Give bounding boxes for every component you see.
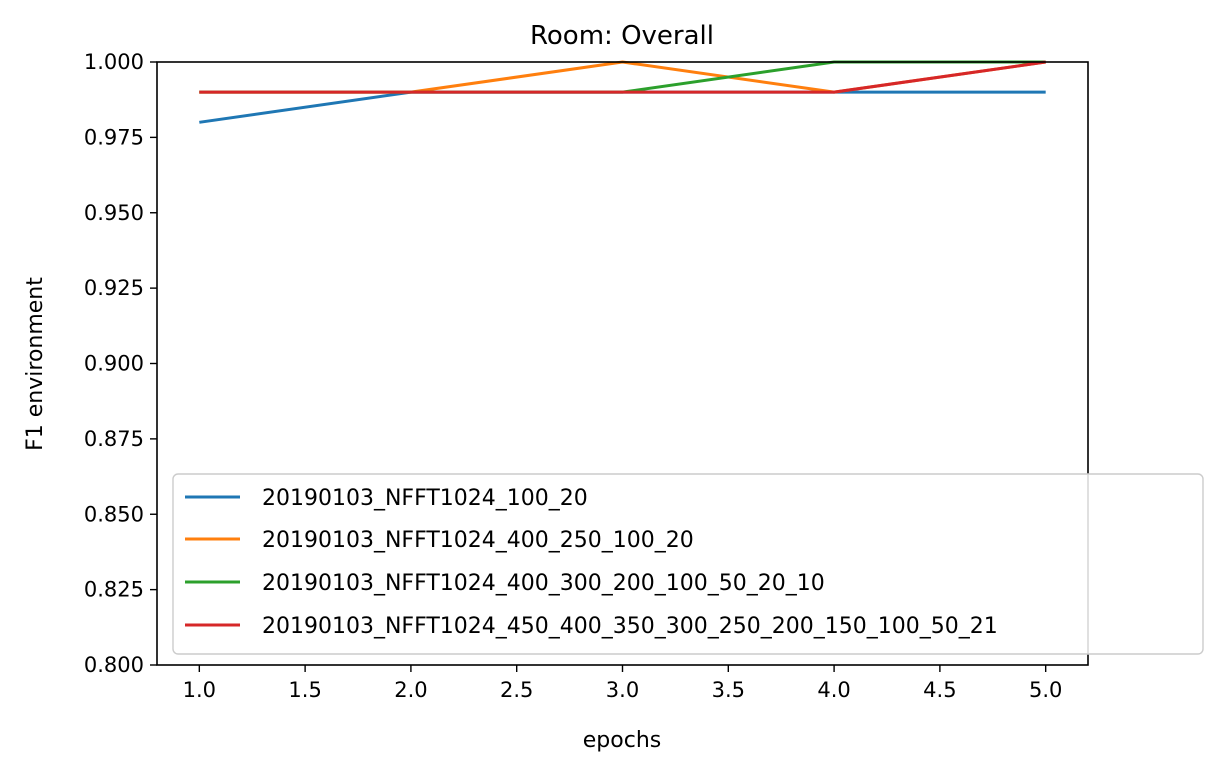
x-tick-label: 3.5 (712, 678, 745, 702)
series-line-4 (199, 60, 1046, 94)
x-axis-title: epochs (583, 728, 661, 753)
x-tick-label: 1.0 (183, 678, 216, 702)
y-tick-label: 0.975 (84, 125, 144, 149)
x-tick-label: 1.5 (288, 678, 321, 702)
series-layer (199, 60, 1046, 124)
x-tick-label: 2.5 (500, 678, 533, 702)
y-tick-label: 0.875 (84, 427, 144, 451)
x-tick-label: 5.0 (1029, 678, 1062, 702)
legend-label-1: 20190103_NFFT1024_100_20 (262, 486, 588, 511)
y-axis: 0.800 0.825 0.850 0.875 0.900 0.925 0.950 0.975… (84, 50, 157, 677)
x-tick-label: 4.5 (923, 678, 956, 702)
y-tick-label: 0.850 (84, 502, 144, 526)
y-tick-label: 1.000 (84, 50, 144, 74)
y-tick-label: 0.800 (84, 653, 144, 677)
legend: 20190103_NFFT1024_100_20 20190103_NFFT102… (172, 473, 1204, 655)
y-tick-label: 0.900 (84, 352, 144, 376)
legend-label-4: 20190103_NFFT1024_450_400_350_300_250_20… (262, 614, 998, 639)
x-tick-label: 3.0 (606, 678, 639, 702)
x-axis: 1.0 1.5 2.0 2.5 3.0 3.5 4.0 4.5 5.0 (183, 665, 1062, 702)
y-tick-label: 0.925 (84, 276, 144, 300)
x-tick-label: 4.0 (817, 678, 850, 702)
y-axis-title: F1 environment (23, 277, 48, 451)
legend-label-2: 20190103_NFFT1024_400_250_100_20 (262, 528, 694, 553)
y-tick-label: 0.950 (84, 201, 144, 225)
chart-title: Room: Overall (530, 21, 714, 51)
x-tick-label: 2.0 (394, 678, 427, 702)
legend-box (172, 473, 1204, 655)
y-tick-label: 0.825 (84, 578, 144, 602)
legend-label-3: 20190103_NFFT1024_400_300_200_100_50_20_… (262, 571, 825, 596)
